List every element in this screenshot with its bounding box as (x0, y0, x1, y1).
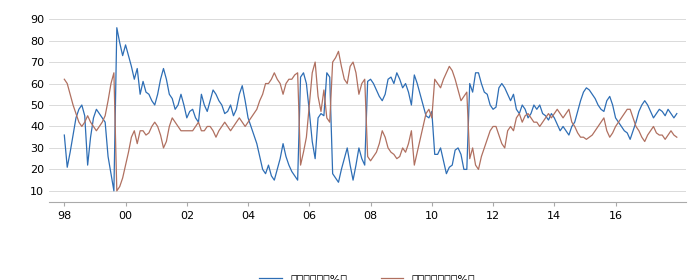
内閣支持率（%） (113, 26, 121, 29)
内閣不支持率（%） (78, 125, 86, 128)
内閣支持率（%） (489, 108, 497, 111)
内閣不支持率（%） (673, 136, 681, 139)
Legend: 内閣支持率（%）, 内閣不支持率（%）: 内閣支持率（%）, 内閣不支持率（%） (255, 270, 480, 280)
内閣不支持率（%） (244, 120, 252, 124)
内閣支持率（%） (673, 112, 681, 115)
内閣支持率（%） (247, 125, 256, 128)
内閣不支持率（%） (331, 56, 340, 59)
内閣支持率（%） (620, 129, 629, 132)
内閣支持率（%） (110, 189, 118, 193)
内閣不支持率（%） (489, 125, 497, 128)
内閣不支持率（%） (620, 112, 629, 115)
内閣不支持率（%） (113, 189, 121, 193)
Line: 内閣不支持率（%）: 内閣不支持率（%） (64, 51, 677, 191)
内閣支持率（%） (60, 133, 69, 137)
内閣不支持率（%） (300, 151, 308, 154)
内閣支持率（%） (302, 82, 311, 85)
内閣支持率（%） (78, 103, 86, 107)
内閣不支持率（%） (60, 78, 69, 81)
Line: 内閣支持率（%）: 内閣支持率（%） (64, 28, 677, 191)
内閣不支持率（%） (335, 50, 343, 53)
内閣支持率（%） (335, 181, 343, 184)
